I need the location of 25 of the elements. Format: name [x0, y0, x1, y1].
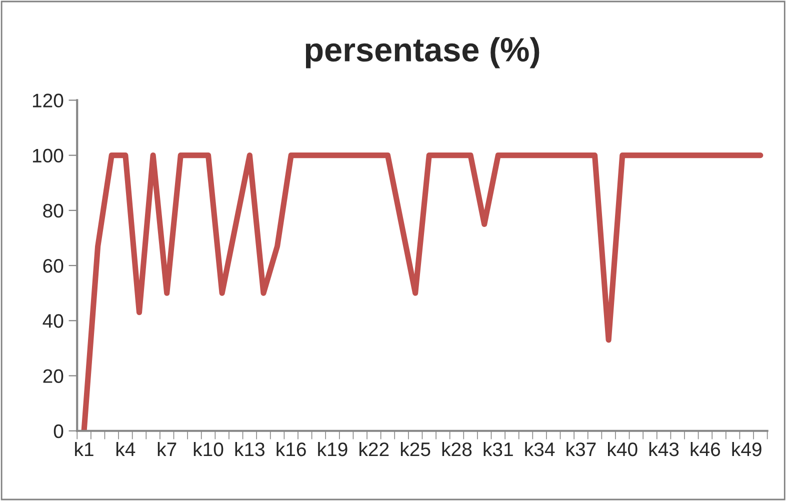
x-tick-label: k43	[649, 442, 679, 456]
x-tick-label: k4	[116, 442, 136, 456]
x-tick-label: k40	[608, 442, 638, 456]
x-tick-label: k28	[442, 442, 472, 456]
x-tick-label: k19	[318, 442, 348, 456]
x-tick-label: k31	[484, 442, 513, 456]
x-tick-label: k1	[75, 442, 94, 456]
y-tick-label: 80	[43, 204, 64, 218]
y-tick-label: 20	[43, 369, 64, 383]
y-tick-label: 0	[54, 424, 64, 438]
x-tick-label: k49	[732, 442, 762, 456]
x-tick-label: k10	[194, 442, 224, 456]
x-tick-label: k34	[525, 442, 555, 456]
chart-title: persentase (%)	[306, 37, 540, 68]
x-tick-label: k16	[276, 442, 306, 456]
x-tick-label: k13	[235, 442, 264, 456]
y-tick-label: 100	[32, 148, 64, 163]
y-tick-label: 40	[42, 314, 64, 328]
x-tick-label: k25	[400, 442, 430, 456]
x-tick-label: k46	[690, 442, 720, 456]
x-tick-label: k37	[566, 442, 596, 456]
y-tick-label: 120	[32, 94, 64, 108]
y-tick-label: 60	[43, 259, 64, 273]
x-tick-label: k22	[360, 442, 389, 456]
x-tick-label: k7	[158, 442, 176, 456]
